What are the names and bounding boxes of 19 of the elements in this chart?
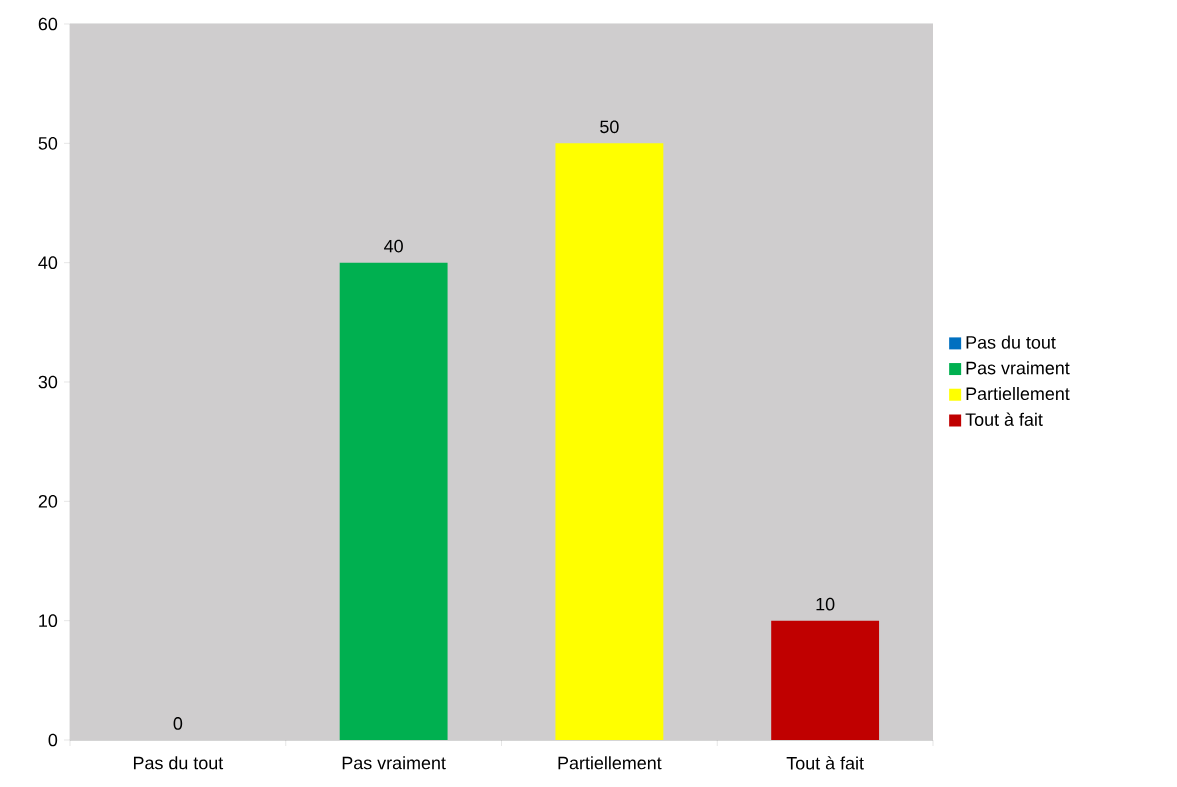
- data-label: 50: [600, 120, 619, 134]
- data-label: 40: [384, 239, 403, 253]
- x-tick-label: Pas vraiment: [342, 756, 446, 770]
- y-tick-label: 50: [38, 136, 58, 150]
- data-label: 10: [816, 597, 835, 611]
- legend-label: Partiellement: [966, 386, 1070, 401]
- x-tick-label: Partiellement: [558, 756, 662, 770]
- x-tick-label: Tout à fait: [786, 756, 864, 770]
- legend-label: Pas du tout: [966, 335, 1056, 349]
- x-tick-label: Pas du tout: [133, 756, 224, 770]
- y-tick-label: 10: [39, 614, 58, 628]
- data-label: 0: [173, 717, 183, 730]
- y-tick-label: 60: [38, 17, 58, 31]
- y-tick-label: 40: [38, 256, 58, 270]
- legend-label: Tout à fait: [965, 412, 1043, 426]
- y-tick-label: 0: [48, 733, 58, 747]
- legend-label: Pas vraiment: [966, 361, 1070, 375]
- y-tick-label: 30: [38, 375, 58, 389]
- y-tick-label: 20: [38, 494, 58, 508]
